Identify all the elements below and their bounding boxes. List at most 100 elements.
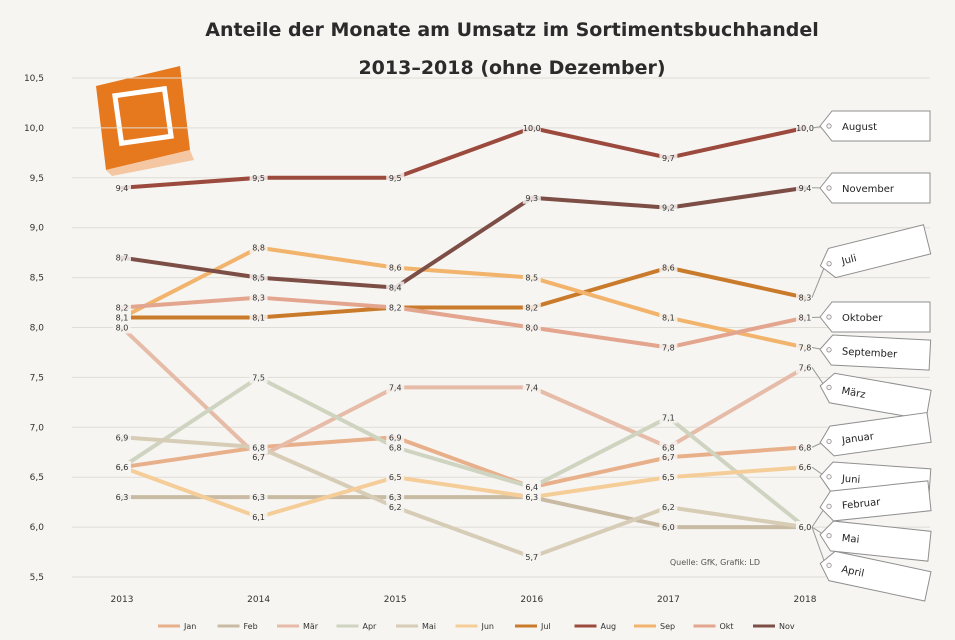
legend: Jan Feb Mär Apr Mai Jun Jul Aug Sep Okt Nov [158,622,795,631]
data-label: 10,0 [796,124,814,133]
tag-shape [819,301,931,333]
data-label-bg [386,491,405,504]
series-line [120,265,807,320]
data-label-bg [249,241,268,254]
data-label: 7,8 [799,343,812,352]
legend-label: Sep [660,622,675,631]
data-label-bg [386,171,405,184]
data-label-bg [113,311,131,324]
data-label: 6,0 [662,523,675,532]
tag-connector [811,526,827,567]
data-label-bg [796,311,814,324]
source-note: Quelle: GfK, Grafik: LD [670,558,760,567]
y-tick-label: 10,0 [24,124,44,134]
data-label: 6,8 [799,443,812,452]
data-label: 7,4 [525,383,538,392]
data-label-bg [249,441,268,454]
x-axis: 2013 2014 2015 2016 2017 2018 [111,595,817,605]
tag-hole [826,123,832,129]
data-label: 6,3 [525,493,538,502]
data-label-bg [386,281,405,294]
data-label-bg [796,341,814,354]
data-label-bg [659,341,678,354]
x-tick-label: 2016 [520,595,543,605]
data-label: 8,6 [662,264,675,273]
data-label: 6,6 [116,463,129,472]
end-tag: Juli [819,224,932,279]
tag-shape [819,520,932,562]
data-label: 7,6 [799,363,812,372]
data-label-bg [113,181,131,194]
series-line [120,375,807,530]
data-label: 8,6 [389,264,402,273]
data-label: 8,1 [799,314,812,323]
tag-hole [826,261,832,267]
data-label-bg [249,451,268,464]
data-label-bg [249,291,268,304]
y-axis: 10,5 10,0 9,5 9,0 8,5 8,0 7,5 7,0 6,5 6,0 5,5 [24,74,44,583]
data-label-bg [522,301,541,314]
data-label: 8,2 [525,304,538,313]
tag-hole [826,562,832,568]
tag-hole [826,185,832,191]
data-label-bg [522,271,541,284]
tag-label: Oktober [842,313,883,324]
tag-label: September [842,347,899,361]
chart-subtitle: 2013–2018 (ohne Dezember) [358,57,665,79]
data-label: 9,7 [662,154,675,163]
data-label: 9,5 [389,174,402,183]
data-label-bg [113,491,131,504]
tag-shape [819,334,932,371]
data-label-bg [249,311,268,324]
tag-shape [819,372,932,421]
data-label-bg [659,451,678,464]
tag-hole [826,438,832,445]
tag-shape [819,172,931,204]
end-tags: August November Juli Oktober September März Ja… [811,110,932,602]
data-label: 9,2 [662,204,675,213]
data-label-bg [386,501,405,514]
data-label-bg [249,171,268,184]
y-tick-label: 5,5 [30,573,44,583]
series-line [120,495,807,530]
data-label: 6,7 [252,453,265,462]
data-label-bg [796,461,814,474]
tag-hole [826,314,832,320]
data-label: 8,5 [252,274,265,283]
data-label-bg [659,411,678,424]
legend-label: Jun [481,622,495,631]
data-label: 6,3 [116,493,129,502]
gridlines [72,77,930,578]
tag-hole [826,384,832,391]
series-line [120,435,807,560]
data-label-bg [386,381,405,394]
legend-label: Feb [244,622,258,631]
data-label: 6,3 [252,493,265,502]
data-label: 6,2 [389,503,402,512]
data-label: 8,2 [389,304,402,313]
data-label-bg [249,271,268,284]
tag-label: Januar [840,431,875,447]
y-tick-label: 7,0 [30,423,45,433]
data-label-bg [796,181,814,194]
logo [96,66,194,176]
series-line [120,435,807,490]
data-label: 7,1 [662,413,675,422]
end-tag: Januar [819,411,932,457]
tag-label: November [842,184,895,195]
data-label-bg [249,371,268,384]
end-tag: März [819,372,932,421]
legend-label: Okt [720,622,734,631]
data-label-bg [386,471,405,484]
data-label: 6,5 [662,473,675,482]
legend-label: Jul [540,622,551,631]
x-tick-label: 2017 [657,595,680,605]
legend-label: Apr [363,622,378,631]
tag-label: August [842,122,877,133]
chart-title: Anteile der Monate am Umsatz im Sortimen… [205,19,818,41]
x-tick-label: 2014 [247,595,270,605]
legend-label: Mai [422,622,436,631]
data-label-bg [659,501,678,514]
data-label-bg [522,381,541,394]
tag-hole [826,533,832,539]
